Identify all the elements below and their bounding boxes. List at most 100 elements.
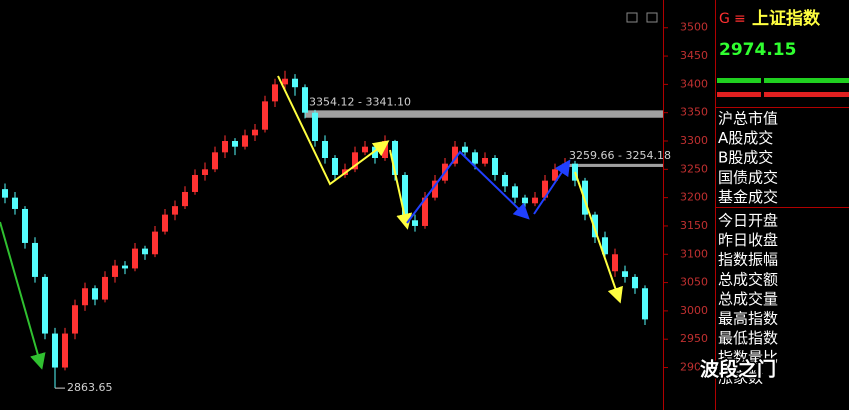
candle-body bbox=[622, 271, 628, 277]
candle-body bbox=[72, 305, 78, 334]
panel-field: A股成交 bbox=[718, 129, 773, 147]
y-tick-label: 3500 bbox=[680, 21, 708, 34]
panel-field: 最低指数 bbox=[718, 329, 778, 347]
y-tick-label: 3100 bbox=[680, 247, 708, 260]
panel-field: 沪总市值 bbox=[718, 110, 778, 128]
candle-body bbox=[602, 237, 608, 255]
trend-arrow bbox=[406, 150, 530, 224]
panel-field: 国债成交 bbox=[718, 168, 778, 186]
candle-body bbox=[32, 242, 38, 277]
candle-body bbox=[52, 333, 58, 368]
panel-field: 今日开盘 bbox=[718, 212, 778, 230]
candle-body bbox=[282, 78, 288, 85]
candle-body bbox=[532, 197, 538, 204]
candle-body bbox=[152, 231, 158, 255]
panel-field: 基金成交 bbox=[718, 188, 778, 206]
candle-body bbox=[2, 189, 8, 198]
candle-body bbox=[412, 220, 418, 226]
y-tick-label: 2900 bbox=[680, 361, 708, 374]
candle-body bbox=[182, 191, 188, 207]
trend-arrow bbox=[389, 149, 413, 230]
panel-field: 指数量比 bbox=[718, 349, 778, 367]
candle-body bbox=[422, 197, 428, 226]
y-tick-label: 3450 bbox=[680, 49, 708, 62]
candle-body bbox=[522, 197, 528, 204]
candle-body bbox=[252, 129, 258, 136]
candle-body bbox=[132, 248, 138, 269]
candle-body bbox=[352, 152, 358, 170]
candle-body bbox=[462, 146, 468, 153]
y-tick-label: 3350 bbox=[680, 106, 708, 119]
candle-body bbox=[192, 174, 198, 192]
candle-body bbox=[402, 174, 408, 221]
panel-code: G bbox=[719, 11, 730, 27]
watermark: 波段之门 bbox=[700, 358, 776, 381]
candle-body bbox=[502, 174, 508, 187]
candle-body bbox=[302, 87, 308, 113]
y-tick-label: 3150 bbox=[680, 219, 708, 232]
candle-body bbox=[82, 288, 88, 306]
panel-field: 涨家数 bbox=[718, 368, 763, 386]
bar bbox=[717, 92, 761, 97]
menu-icon[interactable]: ≡ bbox=[734, 11, 746, 27]
candle-body bbox=[272, 84, 278, 102]
y-tick-label: 3000 bbox=[680, 304, 708, 317]
candle-body bbox=[582, 180, 588, 215]
candle-body bbox=[472, 152, 478, 164]
candle-body bbox=[62, 333, 68, 368]
y-tick-label: 3300 bbox=[680, 134, 708, 147]
candle-body bbox=[212, 152, 218, 170]
panel-field: 昨日收盘 bbox=[718, 231, 778, 249]
panel-field: B股成交 bbox=[718, 149, 773, 167]
candle-body bbox=[452, 146, 458, 164]
candle-body bbox=[392, 141, 398, 175]
candle-body bbox=[592, 214, 598, 238]
bar bbox=[764, 78, 849, 83]
candle-body bbox=[102, 276, 108, 300]
candle-body bbox=[632, 276, 638, 289]
panel-field: 指数振幅 bbox=[718, 251, 778, 269]
panel-field: 总成交量 bbox=[718, 290, 778, 308]
bar bbox=[717, 78, 761, 83]
trend-arrow bbox=[277, 75, 390, 186]
candle-body bbox=[22, 208, 28, 243]
y-tick-label: 3050 bbox=[680, 276, 708, 289]
y-tick-label: 2950 bbox=[680, 332, 708, 345]
panel-field: 最高指数 bbox=[718, 310, 778, 328]
trend-arrow bbox=[574, 171, 623, 304]
panel-name: 上证指数 bbox=[752, 8, 821, 29]
candle-body bbox=[162, 214, 168, 232]
candle-body bbox=[642, 288, 648, 320]
window-button[interactable] bbox=[626, 12, 638, 23]
y-tick-label: 3250 bbox=[680, 162, 708, 175]
candle-body bbox=[432, 180, 438, 198]
low-label: 2863.65 bbox=[67, 381, 113, 394]
candle-body bbox=[12, 197, 18, 209]
candle-body bbox=[202, 169, 208, 175]
candle-body bbox=[42, 276, 48, 334]
panel-field: 总成交额 bbox=[718, 270, 778, 288]
level-label: 3259.66 - 3254.18 bbox=[569, 149, 671, 162]
candle-body bbox=[222, 141, 228, 153]
candle-body bbox=[492, 157, 498, 175]
candle-body bbox=[312, 112, 318, 142]
trend-arrows bbox=[0, 75, 623, 370]
candle-body bbox=[112, 265, 118, 277]
panel-price: 2974.15 bbox=[719, 40, 796, 60]
candle-body bbox=[122, 265, 128, 269]
trend-arrow bbox=[533, 159, 571, 215]
level-band bbox=[305, 110, 663, 118]
candle-body bbox=[142, 248, 148, 255]
level-label: 3354.12 - 3341.10 bbox=[309, 95, 411, 108]
candle-body bbox=[92, 288, 98, 300]
candle-body bbox=[362, 146, 368, 153]
candle-body bbox=[612, 254, 618, 272]
window-button[interactable] bbox=[646, 12, 658, 23]
candle-body bbox=[262, 101, 268, 130]
level-band bbox=[565, 163, 663, 167]
candle-body bbox=[292, 78, 298, 88]
candle-body bbox=[512, 186, 518, 198]
candle-body bbox=[242, 135, 248, 147]
trend-arrow bbox=[0, 221, 46, 370]
